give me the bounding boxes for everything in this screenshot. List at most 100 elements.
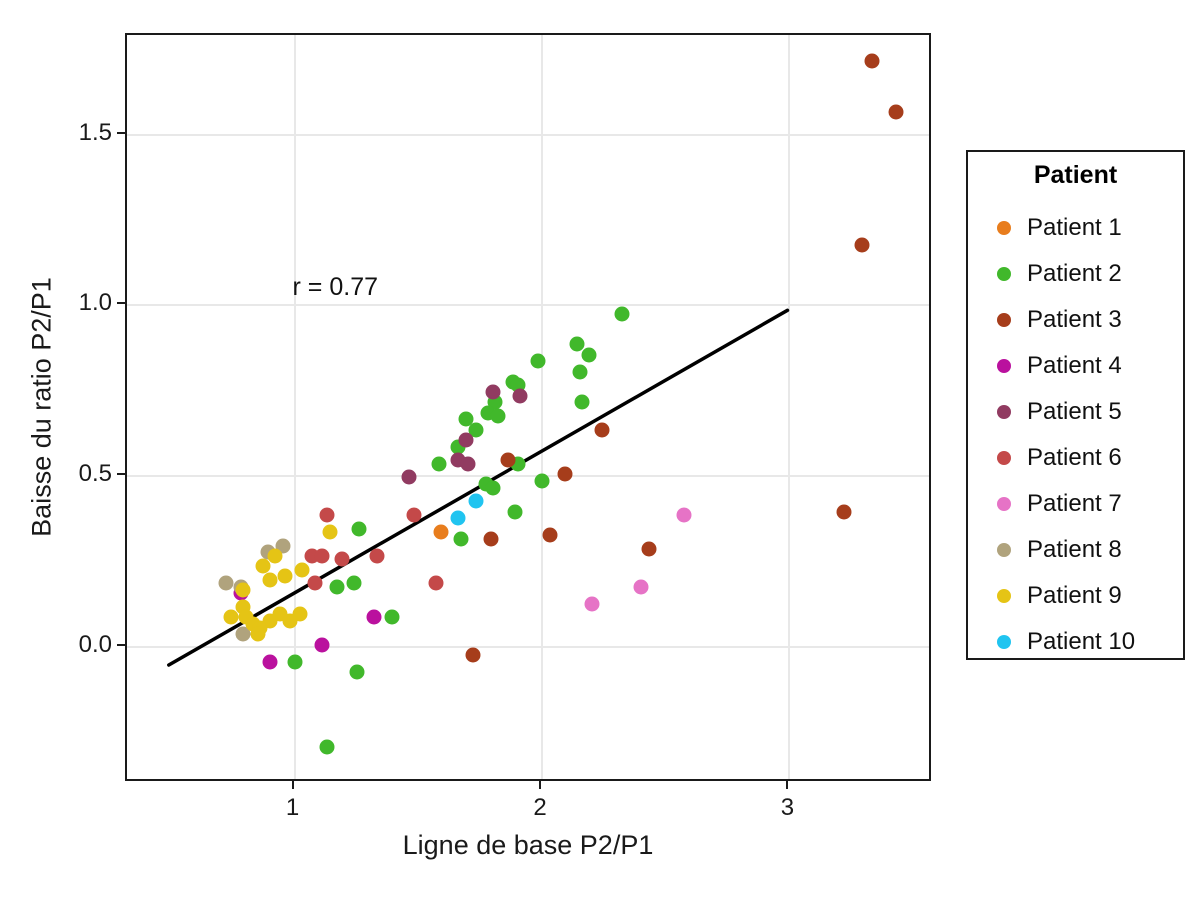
data-point-patient-2 [530,353,546,369]
data-point-patient-9 [282,613,298,629]
legend-item: Patient 9 [968,573,1183,619]
data-point-patient-4 [314,637,330,653]
x-tick-mark [786,781,789,789]
legend-item: Patient 3 [968,297,1183,343]
data-point-patient-2 [349,664,365,680]
legend-item-label: Patient 5 [1027,398,1122,425]
correlation-annotation: r = 0.77 [292,273,379,302]
data-point-patient-2 [431,456,447,472]
data-point-patient-2 [458,411,474,427]
x-tick-label: 2 [533,794,547,821]
data-point-patient-2 [581,347,597,363]
data-point-patient-3 [888,104,904,120]
data-point-patient-10 [450,510,466,526]
legend-color-dot [997,359,1011,373]
data-point-patient-2 [468,422,484,438]
data-point-patient-9 [223,609,239,625]
y-gridline [127,133,929,136]
data-point-patient-9 [322,524,338,540]
data-point-patient-5 [485,384,501,400]
legend-color-dot [997,497,1011,511]
data-point-patient-3 [641,541,657,557]
y-tick-mark [117,302,125,305]
data-point-patient-2 [346,575,362,591]
y-tick-label: 1.5 [78,118,112,146]
plot-area [125,33,931,781]
data-point-patient-5 [401,469,417,485]
legend-item: Patient 2 [968,251,1183,297]
data-point-patient-4 [262,654,278,670]
data-point-patient-6 [428,575,444,591]
legend-item-label: Patient 1 [1027,214,1122,241]
data-point-patient-2 [351,521,367,537]
data-point-patient-2 [572,364,588,380]
legend-item: Patient 5 [968,389,1183,435]
data-point-patient-2 [614,306,630,322]
data-point-patient-4 [366,609,382,625]
data-point-patient-3 [594,422,610,438]
data-point-patient-9 [267,548,283,564]
data-point-patient-3 [864,53,880,69]
data-point-patient-1 [433,524,449,540]
data-point-patient-10 [468,493,484,509]
data-point-patient-7 [633,579,649,595]
legend-title: Patient [1033,161,1118,189]
y-tick-mark [117,473,125,476]
data-point-patient-2 [329,579,345,595]
legend-item-label: Patient 7 [1027,490,1122,517]
legend-rows: Patient 1 Patient 2 Patient 3 Patient 4 Pati… [968,205,1183,665]
data-point-patient-2 [569,336,585,352]
data-point-patient-3 [854,237,870,253]
y-gridline [127,645,929,648]
legend-item: Patient 8 [968,527,1183,573]
legend-item: Patient 6 [968,435,1183,481]
x-gridline [788,35,791,779]
x-tick-mark [539,781,541,789]
y-tick-label: 0.5 [78,460,112,488]
data-point-patient-9 [277,568,293,584]
legend-color-dot [997,267,1011,281]
x-tick-mark [291,781,294,789]
legend-color-dot [997,451,1011,465]
x-tick-label: 3 [780,794,795,821]
data-point-patient-2 [534,473,550,489]
data-point-patient-9 [235,582,251,598]
legend-color-dot [997,313,1011,327]
data-point-patient-2 [453,531,469,547]
data-point-patient-2 [485,480,501,496]
legend-color-dot [997,589,1011,603]
data-point-patient-5 [458,432,474,448]
legend-color-dot [997,405,1011,419]
data-point-patient-9 [255,558,271,574]
y-axis-title: Baisse du ratio P2/P1 [26,277,57,537]
data-point-patient-6 [406,507,422,523]
legend: Patient Patient 1 Patient 2 Patient 3 Patie… [966,150,1185,660]
legend-item-label: Patient 2 [1027,260,1122,287]
data-point-patient-9 [294,562,310,578]
data-point-patient-2 [490,408,506,424]
legend-item: Patient 7 [968,481,1183,527]
legend-color-dot [997,543,1011,557]
data-point-patient-3 [836,504,852,520]
data-point-patient-6 [334,551,350,567]
data-point-patient-5 [460,456,476,472]
data-point-patient-5 [512,388,528,404]
data-point-patient-3 [483,531,498,547]
data-point-patient-6 [307,575,323,591]
data-point-patient-6 [369,548,385,564]
legend-item: Patient 4 [968,343,1183,389]
data-point-patient-3 [557,466,573,482]
legend-item-label: Patient 9 [1027,582,1122,609]
legend-item: Patient 1 [968,205,1183,251]
data-point-patient-7 [584,596,600,612]
data-point-patient-9 [262,572,278,588]
y-gridline [127,304,929,307]
legend-color-dot [997,221,1011,235]
y-tick-label: 1.0 [78,289,112,317]
legend-item-label: Patient 6 [1027,444,1122,471]
data-point-patient-3 [465,647,481,663]
legend-item-label: Patient 4 [1027,352,1122,379]
x-gridline [541,35,543,779]
data-point-patient-2 [384,609,400,625]
